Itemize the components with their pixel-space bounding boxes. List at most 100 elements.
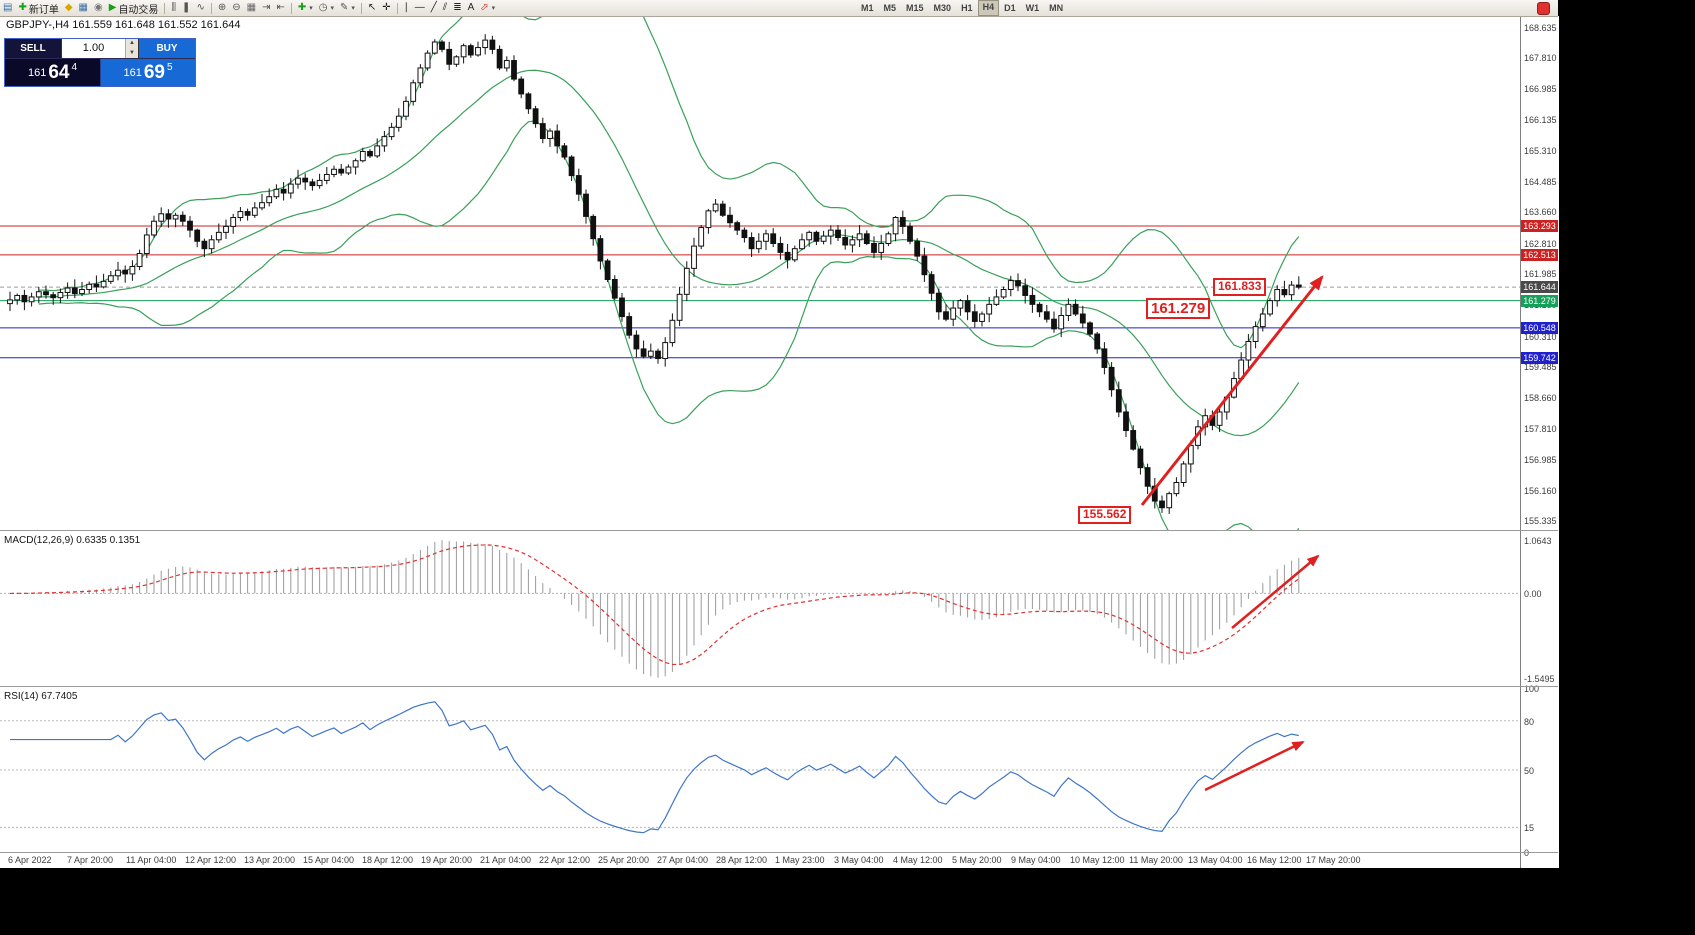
- timeframe-H1-button[interactable]: H1: [961, 3, 973, 13]
- timeframe-M5-button[interactable]: M5: [883, 3, 897, 13]
- chart-shift-button[interactable]: ⇤: [273, 1, 287, 15]
- rsi-line[interactable]: [10, 701, 1299, 834]
- bollinger-lower-band[interactable]: [38, 120, 1300, 530]
- timeframe-button-group: M1 M5 M15 M30 H1 H4 D1 W1 MN: [856, 0, 1068, 16]
- time-axis-label: 15 Apr 04:00: [303, 855, 355, 865]
- zoom-out-icon: ⊖: [232, 2, 241, 13]
- buy-price[interactable]: 161 69 5: [101, 59, 195, 86]
- plus-icon: ✚: [18, 2, 27, 13]
- line-chart-button[interactable]: ∿: [193, 1, 207, 15]
- toolbar-separator: [396, 2, 398, 14]
- timeframe-W1-button[interactable]: W1: [1025, 3, 1040, 13]
- macd-trend-arrow[interactable]: [1231, 554, 1320, 629]
- fibonacci-button[interactable]: ≣: [450, 1, 464, 15]
- price-label-annotation[interactable]: 161.279: [1146, 298, 1211, 320]
- toolbar-icon-group: ▤ ✚ 新订单 ◆ ▦ ◉ ▶ 自动交易 ⫼ ❚ ∿ ⊕ ⊖ ▦ ⇥ ⇤ ✚ ▾ ◷ ▾ ✎ ▾ ↖ ✛ ∣ ― ╱ ⫽ ≣ A ⬀ ▾: [0, 0, 856, 16]
- chart-area: 168.635 167.810 166.985 166.135 165.310 164.4…: [0, 16, 1559, 868]
- grid-icon: ▦: [78, 2, 88, 13]
- timeframe-M1-button[interactable]: M1: [861, 3, 874, 13]
- charts-button[interactable]: ▤: [0, 1, 15, 15]
- sell-price[interactable]: 161 64 4: [5, 59, 101, 86]
- candle-icon: ❚: [182, 2, 191, 13]
- crosshair-button[interactable]: ✛: [379, 1, 393, 15]
- template-icon: ✎: [340, 2, 349, 13]
- chart-window-icon: ▤: [3, 2, 13, 13]
- macd-signal-line[interactable]: [9, 544, 1300, 666]
- hline-icon: ―: [414, 2, 425, 13]
- price-axis-label: 163.660: [1524, 207, 1557, 218]
- price-axis-label: 156.160: [1524, 485, 1557, 496]
- rsi-trend-arrow[interactable]: [1204, 740, 1305, 792]
- auto-scroll-button[interactable]: ⇥: [259, 1, 273, 15]
- volume-up-button[interactable]: ▲: [126, 39, 138, 49]
- horizontal-line-button[interactable]: ―: [412, 1, 428, 15]
- volume-input[interactable]: 1.00 ▲ ▼: [61, 39, 139, 58]
- sell-price-prefix: 161: [27, 66, 47, 79]
- channel-button[interactable]: ⫽: [440, 1, 450, 15]
- volume-down-button[interactable]: ▼: [126, 48, 138, 58]
- timeframe-H4-button[interactable]: H4: [977, 0, 1000, 16]
- price-axis[interactable]: 168.635 167.810 166.985 166.135 165.310 164.4…: [1520, 16, 1559, 868]
- volume-stepper: ▲ ▼: [125, 39, 138, 58]
- sell-button[interactable]: SELL: [5, 39, 61, 58]
- rsi-axis-label: 80: [1524, 716, 1535, 727]
- time-axis-label: 10 May 12:00: [1070, 855, 1125, 865]
- macd-histogram: [16, 540, 1300, 678]
- time-axis[interactable]: 6 Apr 2022 7 Apr 20:00 11 Apr 04:00 12 Apr …: [0, 852, 1520, 868]
- pane-separator[interactable]: [0, 530, 1558, 531]
- trade-panel-prices: 161 64 4 161 69 5: [5, 59, 195, 86]
- pane-separator[interactable]: [0, 686, 1558, 687]
- price-axis-label: 166.135: [1524, 115, 1557, 126]
- autoscroll-icon: ⇥: [262, 2, 271, 13]
- bar-chart-button[interactable]: ⫼: [168, 1, 179, 15]
- metaeditor-button[interactable]: ◆: [62, 1, 76, 15]
- time-axis-label: 11 May 20:00: [1129, 855, 1183, 865]
- price-axis-label: 159.485: [1524, 362, 1557, 373]
- chevron-down-icon: ▾: [309, 5, 313, 12]
- buy-price-pip: 5: [166, 62, 173, 73]
- price-axis-label: 167.810: [1524, 53, 1557, 64]
- bollinger-middle-band[interactable]: [38, 69, 1300, 437]
- trend-arrow[interactable]: [1140, 275, 1324, 506]
- cursor-button[interactable]: ↖: [365, 1, 379, 15]
- trendline-button[interactable]: ╱: [428, 1, 440, 15]
- arrows-button[interactable]: ⬀ ▾: [477, 1, 498, 15]
- macd-indicator-label: MACD(12,26,9) 0.6335 0.1351: [4, 535, 141, 546]
- volume-value[interactable]: 1.00: [82, 42, 105, 54]
- main-price-chart[interactable]: [0, 16, 1520, 530]
- mt4-window: ▤ ✚ 新订单 ◆ ▦ ◉ ▶ 自动交易 ⫼ ❚ ∿ ⊕ ⊖ ▦ ⇥ ⇤ ✚ ▾ ◷ ▾ ✎ ▾ ↖ ✛ ∣ ― ╱ ⫽ ≣ A ⬀ ▾ M1…: [0, 0, 1559, 868]
- autotrading-button[interactable]: ▶ 自动交易: [106, 1, 162, 16]
- price-axis-label: 156.985: [1524, 455, 1557, 466]
- price-axis-label: 155.335: [1524, 516, 1557, 527]
- toolbar-separator: [290, 2, 292, 14]
- zoom-in-button[interactable]: ⊕: [215, 1, 229, 15]
- tile-windows-button[interactable]: ▦: [244, 1, 259, 15]
- periods-button[interactable]: ◷ ▾: [316, 1, 337, 15]
- rsi-pane[interactable]: [0, 688, 1520, 852]
- zoom-out-button[interactable]: ⊖: [229, 1, 243, 15]
- buy-button[interactable]: BUY: [139, 39, 195, 58]
- price-label-annotation[interactable]: 161.833: [1213, 278, 1267, 296]
- crosshair-icon: ✛: [382, 2, 391, 13]
- price-label-annotation[interactable]: 155.562: [1078, 506, 1132, 524]
- indicators-button[interactable]: ✚ ▾: [295, 1, 316, 15]
- bollinger-upper-band[interactable]: [38, 16, 1300, 349]
- macd-pane[interactable]: [0, 532, 1520, 686]
- candlestick-chart-button[interactable]: ❚: [179, 1, 193, 15]
- timeframe-M30-button[interactable]: M30: [933, 3, 952, 13]
- navigator-button[interactable]: ◉: [91, 1, 106, 15]
- zoom-in-icon: ⊕: [217, 2, 227, 13]
- symbol-ohlc-line: GBPJPY-,H4 161.559 161.648 161.552 161.6…: [6, 19, 241, 31]
- timeframe-M15-button[interactable]: M15: [906, 3, 924, 13]
- timeframe-MN-button[interactable]: MN: [1049, 3, 1064, 13]
- time-axis-label: 5 May 20:00: [952, 855, 1002, 865]
- one-click-trade-panel: SELL 1.00 ▲ ▼ BUY 161 64 4: [4, 38, 196, 87]
- vertical-line-button[interactable]: ∣: [401, 1, 412, 15]
- text-button[interactable]: A: [465, 1, 478, 15]
- time-axis-label: 3 May 04:00: [834, 855, 884, 865]
- timeframe-D1-button[interactable]: D1: [1004, 3, 1016, 13]
- new-order-button[interactable]: ✚ 新订单: [15, 1, 61, 16]
- templates-button[interactable]: ✎ ▾: [337, 1, 358, 15]
- price-axis-label: 158.660: [1524, 392, 1557, 403]
- market-watch-button[interactable]: ▦: [76, 1, 91, 15]
